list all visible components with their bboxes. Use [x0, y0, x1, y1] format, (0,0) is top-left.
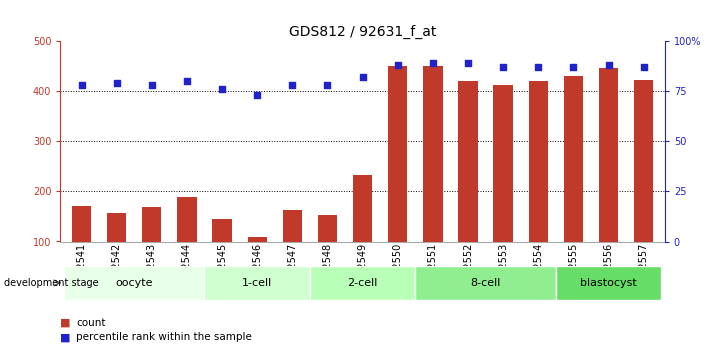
- Bar: [283, 210, 302, 292]
- Text: count: count: [76, 318, 105, 327]
- Title: GDS812 / 92631_f_at: GDS812 / 92631_f_at: [289, 25, 437, 39]
- Bar: [72, 206, 91, 292]
- Bar: [142, 207, 161, 292]
- Text: 8-cell: 8-cell: [471, 278, 501, 288]
- Point: [357, 75, 368, 80]
- Point: [146, 83, 157, 88]
- Bar: [423, 66, 442, 292]
- Point: [216, 87, 228, 92]
- Bar: [556, 266, 661, 300]
- Point: [568, 65, 579, 70]
- Point: [638, 65, 649, 70]
- Point: [498, 65, 509, 70]
- Point: [533, 65, 544, 70]
- Text: 2-cell: 2-cell: [348, 278, 378, 288]
- Bar: [64, 266, 205, 300]
- Point: [252, 93, 263, 98]
- Bar: [247, 237, 267, 292]
- Text: development stage: development stage: [4, 278, 98, 288]
- Bar: [177, 197, 196, 292]
- Bar: [599, 68, 619, 292]
- Text: percentile rank within the sample: percentile rank within the sample: [76, 333, 252, 342]
- Text: oocyte: oocyte: [115, 278, 153, 288]
- Bar: [318, 215, 337, 292]
- Text: ■: ■: [60, 318, 71, 327]
- Point: [392, 63, 403, 68]
- Text: 1-cell: 1-cell: [242, 278, 272, 288]
- Bar: [205, 266, 310, 300]
- Point: [111, 81, 122, 86]
- Bar: [213, 219, 232, 292]
- Text: ■: ■: [60, 333, 71, 342]
- Point: [322, 83, 333, 88]
- Bar: [493, 85, 513, 292]
- Bar: [353, 176, 373, 292]
- Bar: [310, 266, 415, 300]
- Bar: [415, 266, 556, 300]
- Bar: [388, 66, 407, 292]
- Bar: [529, 81, 548, 292]
- Bar: [634, 80, 653, 292]
- Point: [427, 61, 439, 66]
- Text: blastocyst: blastocyst: [580, 278, 637, 288]
- Point: [603, 63, 614, 68]
- Point: [287, 83, 298, 88]
- Point: [181, 79, 193, 84]
- Bar: [564, 76, 583, 292]
- Bar: [107, 213, 127, 292]
- Point: [76, 83, 87, 88]
- Bar: [459, 81, 478, 292]
- Point: [462, 61, 474, 66]
